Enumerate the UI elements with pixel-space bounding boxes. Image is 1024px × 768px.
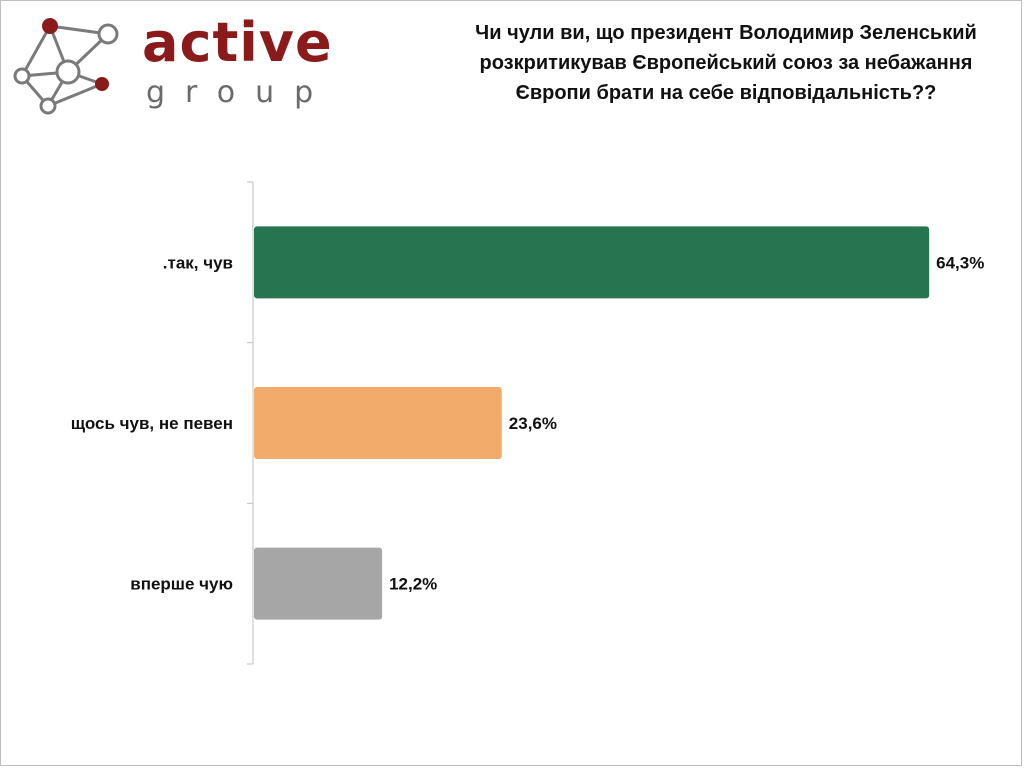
- bar-3: [254, 547, 383, 620]
- value-label: 23,6%: [509, 414, 557, 433]
- category-label: вперше чую: [130, 575, 233, 594]
- category-label: .так, чув: [163, 253, 233, 272]
- logo-wordmark: active: [142, 11, 333, 74]
- value-label: 64,3%: [936, 253, 984, 272]
- bar-2: [254, 387, 502, 459]
- value-label: 12,2%: [389, 575, 437, 594]
- active-group-logo: active group: [10, 14, 340, 124]
- chart-title: Чи чули ви, що президент Володимир Зелен…: [475, 22, 977, 104]
- bar-1: [254, 226, 930, 299]
- logo-subtitle: group: [146, 75, 334, 110]
- network-logo-icon: [13, 18, 119, 115]
- category-label: щось чув, не певен: [71, 414, 233, 433]
